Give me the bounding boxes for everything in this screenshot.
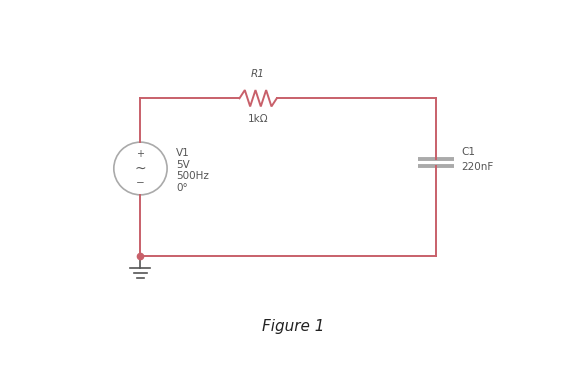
Text: V1: V1 [176, 148, 190, 158]
Text: 220nF: 220nF [461, 162, 494, 172]
Text: −: − [136, 178, 145, 188]
Text: Figure 1: Figure 1 [262, 319, 325, 334]
Text: 5V: 5V [176, 160, 190, 169]
Text: +: + [136, 149, 144, 159]
Text: R1: R1 [251, 69, 265, 79]
Text: 0°: 0° [176, 183, 188, 193]
Text: 1kΩ: 1kΩ [248, 114, 268, 124]
Text: ~: ~ [135, 162, 146, 176]
Text: 500Hz: 500Hz [176, 171, 209, 181]
Text: C1: C1 [461, 147, 476, 157]
